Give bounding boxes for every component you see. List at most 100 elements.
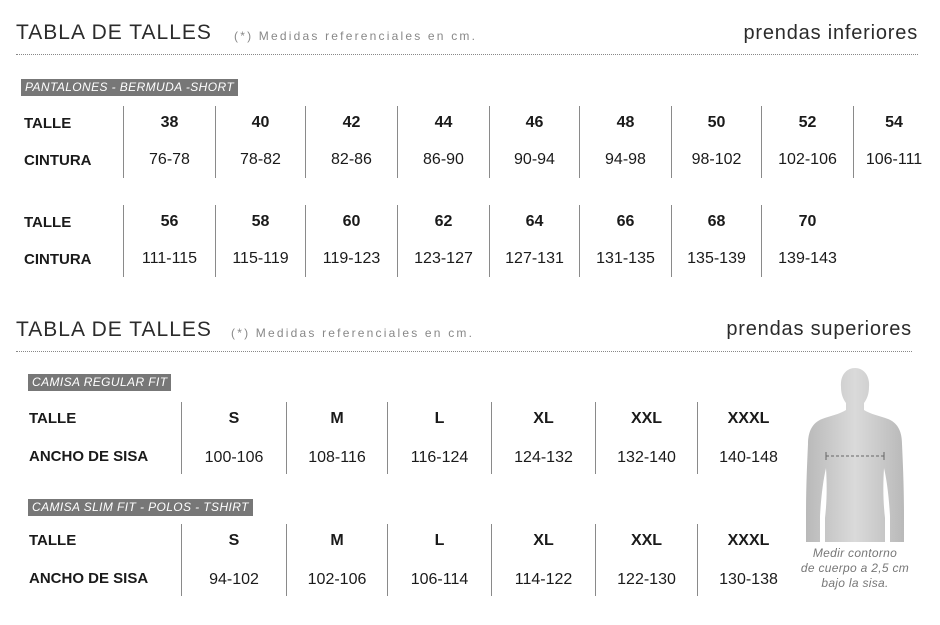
cintura-cell: 115-119 (232, 250, 289, 267)
sisa-cell: 124-132 (514, 449, 573, 466)
talle-cell: L (434, 532, 445, 549)
row-label-cintura: CINTURA (24, 152, 92, 169)
cintura-cell: 98-102 (691, 151, 742, 168)
torso-silhouette-icon (800, 366, 910, 542)
figure-caption: Medir contorno de cuerpo a 2,5 cm bajo l… (790, 546, 920, 591)
column-divider (286, 402, 287, 474)
cintura-cell: 86-90 (423, 151, 464, 168)
column-divider (286, 524, 287, 596)
talle-cell: 48 (616, 114, 635, 131)
pantalones-tag: PANTALONES - BERMUDA -SHORT (21, 79, 239, 96)
talle-cell: 54 (885, 114, 903, 131)
talle-cell: XXXL (727, 532, 770, 549)
column-divider (123, 106, 124, 178)
sisa-cell: 100-106 (204, 449, 264, 466)
cintura-cell: 102-106 (778, 151, 837, 168)
column-divider (215, 106, 216, 178)
column-divider (397, 205, 398, 277)
column-divider (671, 106, 672, 178)
row-label-talle: TALLE (29, 410, 77, 427)
column-divider (491, 524, 492, 596)
cintura-cell: 111-115 (141, 250, 198, 267)
lower-note: (*) Medidas referenciales en cm. (234, 29, 478, 43)
row-label-ancho-sisa: ANCHO DE SISA (29, 570, 149, 587)
column-divider (305, 205, 306, 277)
sisa-cell: 106-114 (410, 571, 469, 588)
upper-right-title: prendas superiores (726, 318, 912, 340)
talle-cell: 46 (525, 114, 544, 131)
row-label-talle: TALLE (24, 115, 72, 132)
cintura-cell: 82-86 (331, 151, 372, 168)
caption-line: Medir contorno (812, 546, 898, 560)
row-label-talle: TALLE (24, 214, 72, 231)
talle-cell: XL (533, 410, 554, 427)
cintura-cell: 127-131 (505, 250, 564, 267)
column-divider (697, 524, 698, 596)
talle-cell: 50 (707, 114, 726, 131)
lower-divider (16, 54, 918, 55)
sisa-cell: 114-122 (514, 571, 573, 588)
column-divider (489, 106, 490, 178)
talle-cell: L (434, 410, 445, 427)
column-divider (489, 205, 490, 277)
column-divider (181, 524, 182, 596)
cintura-cell: 123-127 (414, 250, 473, 267)
talle-cell: 42 (342, 114, 361, 131)
cintura-cell: 139-143 (778, 250, 837, 267)
column-divider (579, 106, 580, 178)
talle-cell: 70 (798, 213, 817, 230)
talle-cell: 64 (525, 213, 544, 230)
column-divider (215, 205, 216, 277)
column-divider (697, 402, 698, 474)
talle-cell: XL (533, 532, 554, 549)
column-divider (579, 205, 580, 277)
cintura-cell: 106-111 (865, 151, 923, 168)
row-label-cintura: CINTURA (24, 251, 92, 268)
talle-cell: 40 (251, 114, 270, 131)
sisa-cell: 140-148 (719, 449, 778, 466)
talle-cell: 68 (707, 213, 726, 230)
camisa-slim-tag: CAMISA SLIM FIT - POLOS - TSHIRT (28, 499, 253, 516)
column-divider (853, 106, 854, 178)
column-divider (595, 524, 596, 596)
sisa-cell: 132-140 (617, 449, 676, 466)
sisa-cell: 130-138 (719, 571, 778, 588)
talle-cell: 66 (616, 213, 635, 230)
cintura-cell: 78-82 (240, 151, 281, 168)
sisa-cell: 116-124 (410, 449, 469, 466)
cintura-cell: 131-135 (596, 250, 655, 267)
talle-cell: S (228, 532, 240, 549)
column-divider (671, 205, 672, 277)
row-label-talle: TALLE (29, 532, 77, 549)
cintura-cell: 135-139 (687, 250, 746, 267)
talle-cell: 38 (160, 114, 179, 131)
cintura-cell: 76-78 (149, 151, 190, 168)
talle-cell: XXXL (727, 410, 770, 427)
talle-cell: S (228, 410, 240, 427)
talle-cell: M (330, 410, 344, 427)
column-divider (305, 106, 306, 178)
sisa-cell: 94-102 (209, 571, 259, 588)
column-divider (491, 402, 492, 474)
talle-cell: 58 (251, 213, 270, 230)
column-divider (387, 524, 388, 596)
talle-cell: 62 (434, 213, 453, 230)
talle-cell: M (330, 532, 344, 549)
column-divider (397, 106, 398, 178)
talle-cell: 52 (798, 114, 817, 131)
camisa-regular-tag: CAMISA REGULAR FIT (28, 374, 172, 391)
cintura-cell: 90-94 (514, 151, 555, 168)
talle-cell: 44 (434, 114, 453, 131)
caption-line: de cuerpo a 2,5 cm (800, 561, 910, 575)
sisa-cell: 122-130 (617, 571, 676, 588)
talle-cell: XXL (630, 532, 663, 549)
talle-cell: XXL (630, 410, 663, 427)
caption-line: bajo la sisa. (821, 576, 889, 590)
talle-cell: 56 (160, 213, 179, 230)
column-divider (761, 106, 762, 178)
column-divider (123, 205, 124, 277)
column-divider (595, 402, 596, 474)
lower-right-title: prendas inferiores (743, 22, 918, 44)
column-divider (761, 205, 762, 277)
column-divider (387, 402, 388, 474)
